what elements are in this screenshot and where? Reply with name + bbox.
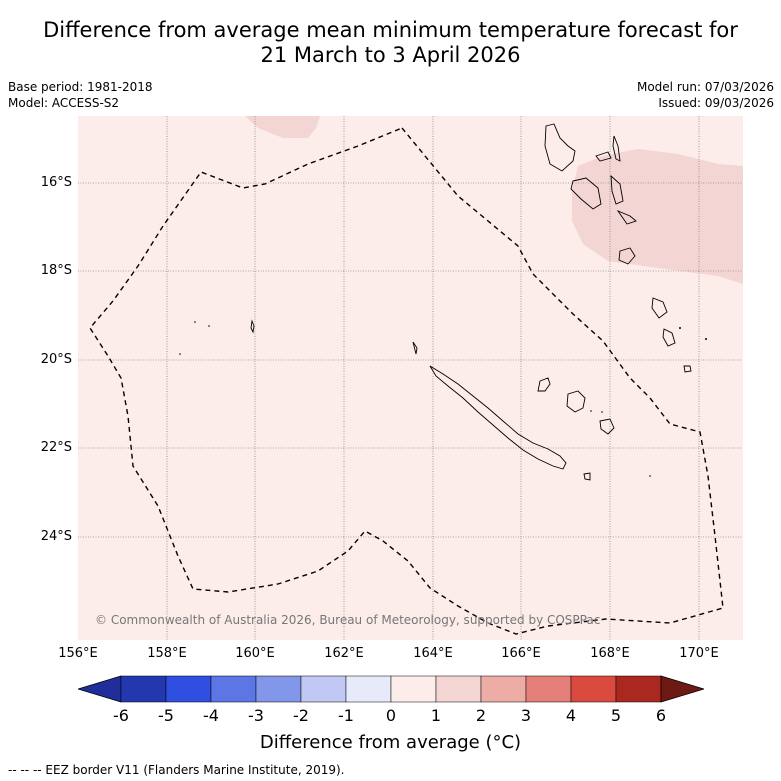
map-svg [78, 116, 743, 640]
colorbar-segment [435, 675, 482, 703]
base-period: Base period: 1981-2018 [8, 80, 153, 94]
colorbar-segment [615, 675, 662, 703]
lon-label-164e: 164°E [413, 646, 453, 661]
colorbar-tick: 5 [610, 706, 622, 725]
colorbar-label: Difference from average (°C) [259, 732, 522, 753]
lat-label-22s: 22°S [40, 440, 72, 455]
reef-dot-7 [590, 410, 592, 412]
lon-label-162e: 162°E [324, 646, 364, 661]
reef-dot-4 [679, 327, 681, 329]
eez-border [89, 127, 724, 635]
lon-label-168e: 168°E [590, 646, 630, 661]
colorbar-segment [480, 675, 527, 703]
colorbar-segment [120, 675, 167, 703]
vanuatu-maewo [612, 135, 621, 162]
colorbar-tick: 6 [655, 706, 667, 725]
colorbar-tick: 3 [520, 706, 532, 725]
reef-dot-8 [601, 411, 603, 413]
colorbar-segment [255, 675, 302, 703]
colorbar-segment [570, 675, 617, 703]
reef-dot-3 [179, 353, 181, 355]
colorbar-tick: -3 [248, 706, 264, 725]
lon-label-158e: 158°E [147, 646, 187, 661]
copyright-notice: © Commonwealth of Australia 2026, Bureau… [95, 613, 601, 627]
vanuatu-espiritu-santo [544, 123, 576, 172]
colorbar-segment [165, 675, 212, 703]
belep-islands [412, 341, 418, 355]
reef-dot-6 [649, 475, 651, 477]
vanuatu-malakula [570, 177, 602, 210]
colorbar-tick: 2 [475, 706, 487, 725]
lon-label-156e: 156°E [58, 646, 98, 661]
reef-dot-2 [208, 325, 210, 327]
colorbar-tick: -5 [158, 706, 174, 725]
anomaly-region-east [572, 149, 743, 284]
isle-of-pines [583, 472, 591, 481]
title-line-2: 21 March to 3 April 2026 [260, 43, 521, 67]
colorbar-tick: -2 [293, 706, 309, 725]
model-name: Model: ACCESS-S2 [8, 96, 120, 110]
chart-title: Difference from average mean minimum tem… [0, 18, 781, 68]
vanuatu-ambae [595, 151, 612, 162]
vanuatu-tanna [662, 328, 676, 347]
colorbar-tick: 1 [430, 706, 442, 725]
colorbar-extend-low [78, 675, 122, 703]
title-line-1: Difference from average mean minimum tem… [43, 18, 738, 42]
vanuatu-aneityum [683, 365, 692, 373]
loyalty-island-mare [599, 418, 615, 435]
colorbar-tick: -1 [338, 706, 354, 725]
colorbar-tick: -6 [113, 706, 129, 725]
model-run: Model run: 07/03/2026 [636, 80, 774, 94]
vanuatu-efate [618, 247, 636, 265]
meta-right: Model run: 07/03/2026 Issued: 09/03/2026 [637, 79, 774, 111]
colorbar-tick: 4 [565, 706, 577, 725]
loyalty-island-ouvea [537, 377, 551, 392]
colorbar-segment [300, 675, 347, 703]
chesterfield-reef [250, 319, 255, 334]
colorbar-tick: -4 [203, 706, 219, 725]
anomaly-region-north [245, 116, 320, 138]
lon-label-160e: 160°E [235, 646, 275, 661]
lon-label-170e: 170°E [679, 646, 719, 661]
vanuatu-epi-shepherds [616, 209, 637, 225]
loyalty-island-lifou [566, 390, 586, 413]
reef-dot-1 [194, 321, 196, 323]
issued-date: Issued: 09/03/2026 [658, 96, 774, 110]
lat-label-18s: 18°S [40, 263, 72, 278]
graticule [78, 116, 743, 640]
eez-footnote: -- -- -- EEZ border V11 (Flanders Marine… [8, 763, 345, 777]
colorbar-segment [390, 675, 437, 703]
meta-left: Base period: 1981-2018 Model: ACCESS-S2 [8, 79, 153, 111]
map-panel: © Commonwealth of Australia 2026, Bureau… [78, 116, 743, 640]
lat-label-20s: 20°S [40, 352, 72, 367]
colorbar-tick: 0 [385, 706, 397, 725]
lon-label-166e: 166°E [501, 646, 541, 661]
vanuatu-pentecost-ambrym [610, 174, 624, 205]
grande-terre-island [429, 365, 567, 470]
reef-dot-5 [705, 338, 707, 340]
colorbar-segment [210, 675, 257, 703]
vanuatu-erromango [651, 297, 668, 319]
lat-label-16s: 16°S [40, 175, 72, 190]
colorbar-segment [345, 675, 392, 703]
colorbar-extend-high [660, 675, 704, 703]
colorbar-segment [525, 675, 572, 703]
colorbar [78, 675, 704, 703]
lat-label-24s: 24°S [40, 529, 72, 544]
